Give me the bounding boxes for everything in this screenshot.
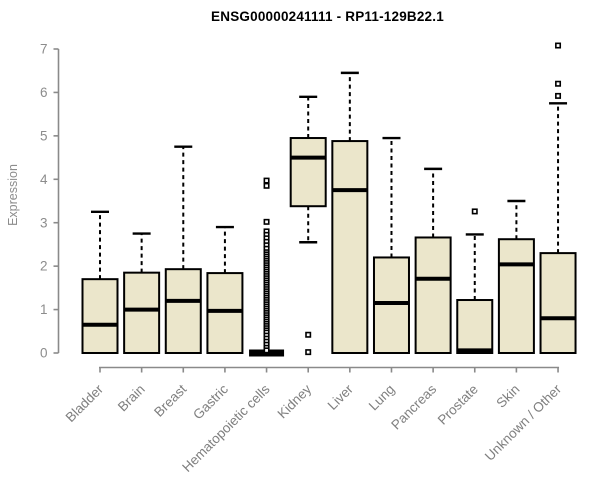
x-tick-label-bladder: Bladder [63, 381, 107, 425]
outlier-point-hematopoietic-cells [263, 347, 270, 354]
box-prostate [456, 299, 494, 355]
outlier-point-unknown-other [555, 92, 562, 99]
y-tick-label: 1 [40, 302, 48, 317]
box-kidney [289, 137, 327, 208]
box-bladder [81, 278, 119, 354]
x-tick-label-unknown-other: Unknown / Other [482, 381, 565, 464]
outlier-point-kidney [305, 331, 312, 338]
y-tick-label: 0 [40, 346, 48, 361]
box-skin [497, 238, 535, 355]
x-tick-label-pancreas: Pancreas [388, 381, 439, 432]
outlier-point-hematopoietic-cells [263, 177, 270, 184]
x-tick-label-prostate: Prostate [435, 382, 481, 428]
box-unknown-other [539, 252, 577, 354]
outlier-point-kidney [305, 349, 312, 356]
chart-title: ENSG00000241111 - RP11-129B22.1 [211, 9, 444, 24]
x-tick-label-lung: Lung [366, 382, 398, 414]
x-tick-label-gastric: Gastric [190, 381, 231, 422]
y-tick-label: 2 [40, 259, 48, 274]
y-tick-label: 7 [40, 42, 48, 57]
outlier-point-unknown-other [555, 42, 562, 49]
outlier-point-hematopoietic-cells [263, 182, 270, 189]
box-gastric [206, 272, 244, 354]
y-tick-label: 4 [40, 172, 48, 187]
outlier-point-unknown-other [555, 80, 562, 87]
box-pancreas [414, 236, 452, 354]
box-liver [331, 140, 369, 354]
box-lung [372, 256, 410, 355]
y-tick-label: 5 [40, 128, 48, 143]
x-tick-label-kidney: Kidney [275, 381, 315, 421]
x-tick-label-skin: Skin [493, 382, 522, 411]
x-tick-label-breast: Breast [151, 381, 189, 419]
outlier-point-hematopoietic-cells [263, 218, 270, 225]
box-brain [123, 271, 161, 354]
x-tick-label-brain: Brain [115, 382, 148, 415]
y-tick-label: 3 [40, 215, 48, 230]
x-tick-label-liver: Liver [325, 381, 357, 413]
outlier-point-prostate [471, 208, 478, 215]
y-tick-label: 6 [40, 85, 48, 100]
box-breast [164, 268, 202, 355]
